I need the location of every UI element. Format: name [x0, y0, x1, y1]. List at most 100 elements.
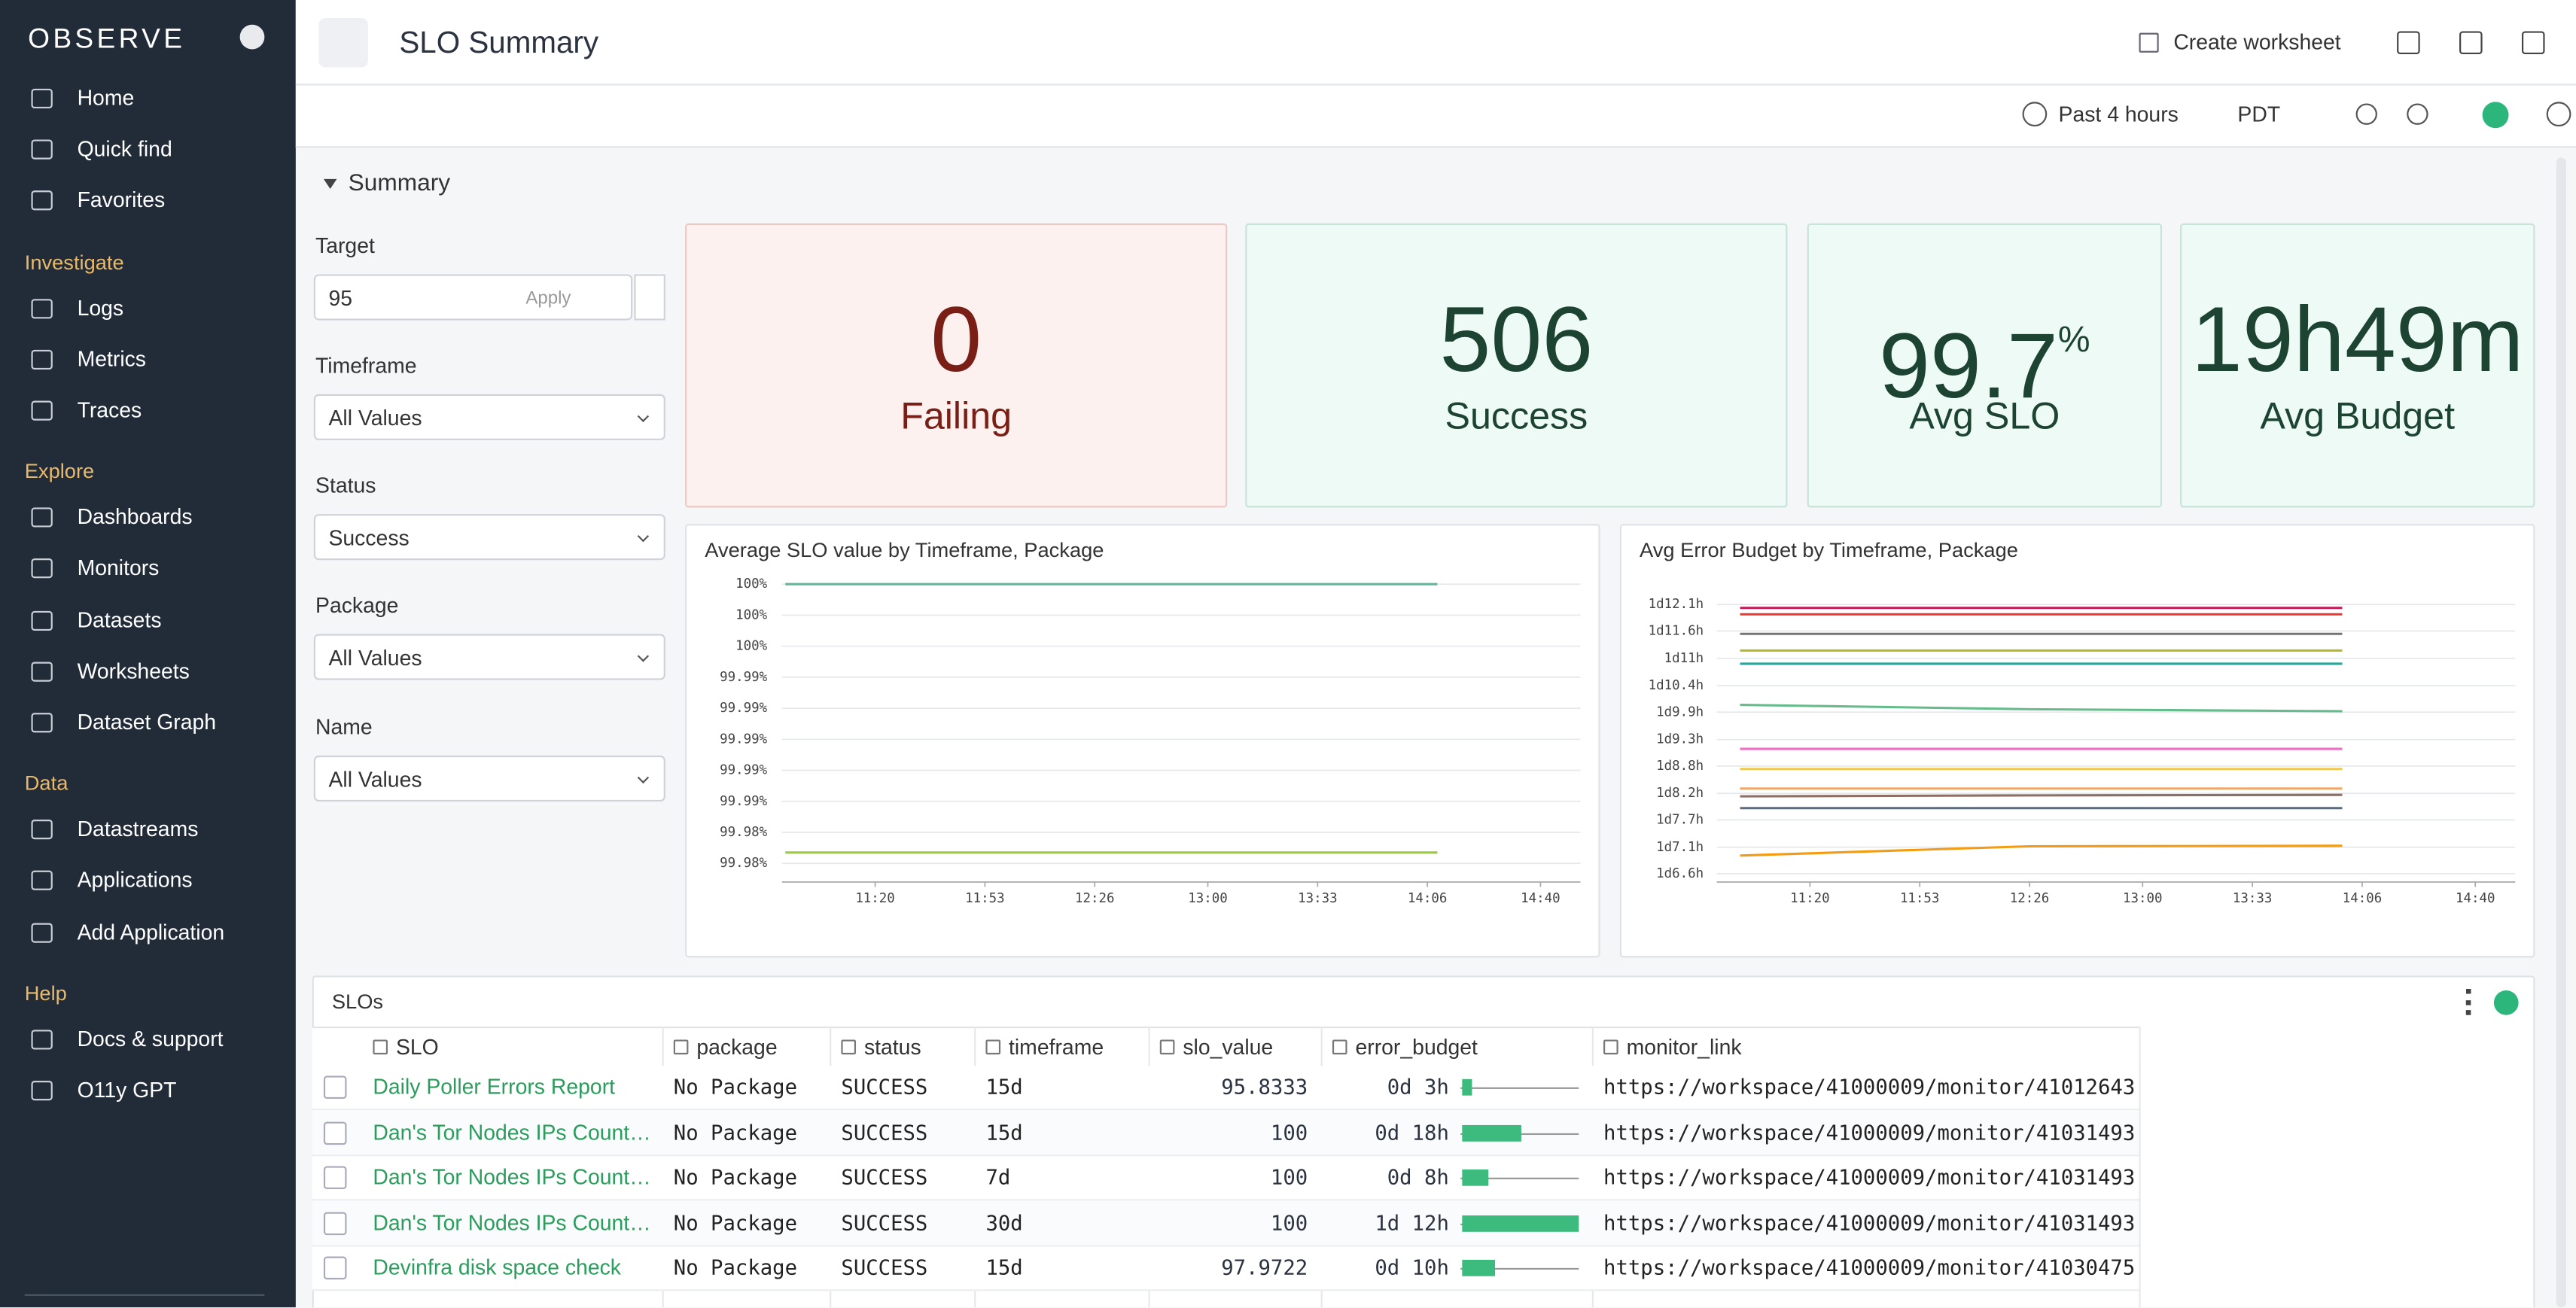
filter-input[interactable]: 95 Apply [313, 274, 633, 321]
nav-item[interactable]: Add Application [77, 919, 225, 944]
sidebar-divider [24, 1294, 265, 1296]
nav-item[interactable]: Quick find [77, 136, 172, 162]
slo-link[interactable]: Dan's Tor Nodes IPs Count… [373, 1209, 651, 1235]
nav-item[interactable]: Logs [77, 294, 124, 320]
refresh-icon[interactable] [2546, 102, 2571, 127]
slo-link[interactable]: Dan's Tor Nodes IPs Count… [373, 1164, 651, 1190]
filter-label: Target [315, 233, 375, 258]
stat-value: 0 [687, 287, 1226, 393]
nav-item[interactable]: Applications [77, 868, 193, 893]
nav-item[interactable]: Home [77, 85, 135, 111]
cell-error-budget: 0d 10h [1375, 1255, 1449, 1280]
time-range-picker[interactable]: Past 4 hours [2058, 102, 2179, 127]
row-checkbox[interactable] [323, 1166, 347, 1190]
cell-slo-value: 97.9722 [1221, 1255, 1308, 1280]
cell-package: No Package [673, 1074, 798, 1100]
x-tick-label: 13:33 [1298, 891, 1338, 906]
x-tick-label: 13:00 [1188, 891, 1228, 906]
y-tick-label: 1d7.7h [1656, 812, 1704, 827]
filter-select[interactable]: All Values [313, 394, 665, 440]
table-row [312, 1200, 2139, 1246]
cell-monitor-link: https://workspace/41000009/monitor/41031… [1603, 1209, 2136, 1235]
zoom-icon[interactable] [2355, 103, 2377, 125]
column-header[interactable]: package [696, 1034, 778, 1060]
nav-item[interactable]: Datasets [77, 607, 162, 632]
filter-select[interactable]: All Values [313, 755, 665, 802]
stat-tile: 99.7% Avg SLO [1807, 223, 2163, 508]
nav-item[interactable]: Dashboards [77, 504, 193, 530]
filter-select[interactable]: All Values [313, 634, 665, 680]
y-tick-label: 99.98% [720, 825, 767, 840]
collapse-button[interactable] [239, 24, 265, 50]
slo-link[interactable]: Daily Poller Errors Report [373, 1074, 616, 1100]
y-tick-label: 1d8.8h [1656, 759, 1704, 774]
nav-icon [31, 662, 53, 682]
x-tick-label: 11:20 [855, 891, 895, 906]
row-checkbox[interactable] [323, 1121, 347, 1145]
nav-item[interactable]: Traces [77, 397, 142, 422]
nav-icon [31, 713, 53, 733]
nav-item[interactable]: Worksheets [77, 658, 190, 683]
nav-icon [31, 88, 53, 109]
slo-link[interactable]: Devinfra disk space check [373, 1255, 621, 1280]
nav-section-title: Investigate [24, 251, 124, 274]
budget-bar [1462, 1214, 1579, 1231]
nav-icon [31, 558, 53, 579]
stepper[interactable] [634, 274, 665, 321]
table-row [312, 1110, 2139, 1156]
slo-link[interactable]: Dan's Tor Nodes IPs Count… [373, 1119, 651, 1145]
nav-item[interactable]: Metrics [77, 346, 146, 371]
nav-item[interactable]: Datastreams [77, 817, 199, 841]
toggle-caret [323, 178, 337, 189]
x-tick-label: 12:26 [1075, 891, 1115, 906]
stat-number: 0 [930, 287, 982, 391]
column-header[interactable]: status [863, 1034, 921, 1060]
nav-item[interactable]: Dataset Graph [77, 709, 217, 735]
y-tick-label: 99.98% [720, 856, 767, 871]
filter-value: 95 [328, 285, 353, 311]
section-toggle[interactable]: Summary [348, 170, 451, 197]
page-title: SLO Summary [399, 24, 599, 59]
budget-bar [1462, 1169, 1488, 1186]
row-checkbox[interactable] [323, 1211, 347, 1235]
nav-item[interactable]: Favorites [77, 187, 166, 213]
nav-icon [31, 139, 53, 160]
stat-value: 99.7% [1809, 287, 2160, 419]
zoom-icon[interactable] [2407, 103, 2428, 125]
x-tick-label: 11:20 [1790, 891, 1830, 906]
nav-item[interactable]: Monitors [77, 555, 160, 581]
y-tick-label: 99.99% [720, 794, 767, 809]
cell-monitor-link: https://workspace/41000009/monitor/41031… [1603, 1164, 2136, 1190]
header-action-icon[interactable] [2459, 31, 2483, 55]
nav-item[interactable]: Docs & support [77, 1026, 224, 1051]
column-header[interactable]: timeframe [1008, 1034, 1104, 1060]
table-row [312, 1065, 2139, 1111]
budget-track [1460, 1267, 1579, 1270]
column-header[interactable]: error_budget [1355, 1034, 1478, 1060]
header-action-icon[interactable] [2521, 31, 2545, 55]
y-tick-label: 99.99% [720, 732, 767, 747]
row-checkbox[interactable] [323, 1075, 347, 1100]
column-header[interactable]: monitor_link [1626, 1034, 1742, 1060]
filter-label: Name [315, 714, 373, 740]
create-worksheet-button[interactable]: Create worksheet [2173, 29, 2341, 55]
column-header[interactable]: slo_value [1183, 1034, 1274, 1060]
nav-section-title: Data [24, 772, 69, 795]
table-menu[interactable] [2465, 988, 2473, 1015]
cell-monitor-link: https://workspace/41000009/monitor/41030… [1603, 1255, 2136, 1280]
cell-package: No Package [673, 1164, 798, 1190]
brand-logo: OBSERVE [28, 23, 186, 55]
filter-label: Package [315, 592, 399, 618]
row-checkbox[interactable] [323, 1256, 347, 1280]
y-tick-label: 1d9.3h [1656, 732, 1704, 747]
nav-item[interactable]: O11y GPT [77, 1077, 177, 1103]
timezone-picker[interactable]: PDT [2237, 102, 2281, 127]
filter-select[interactable]: Success [313, 514, 665, 561]
cell-package: No Package [673, 1255, 798, 1280]
cell-slo-value: 100 [1270, 1164, 1308, 1190]
nav-icon [31, 922, 53, 942]
apply-button[interactable]: Apply [525, 289, 571, 309]
worksheet-icon [2139, 32, 2159, 53]
header-action-icon[interactable] [2397, 31, 2420, 55]
column-header[interactable]: SLO [395, 1034, 439, 1060]
